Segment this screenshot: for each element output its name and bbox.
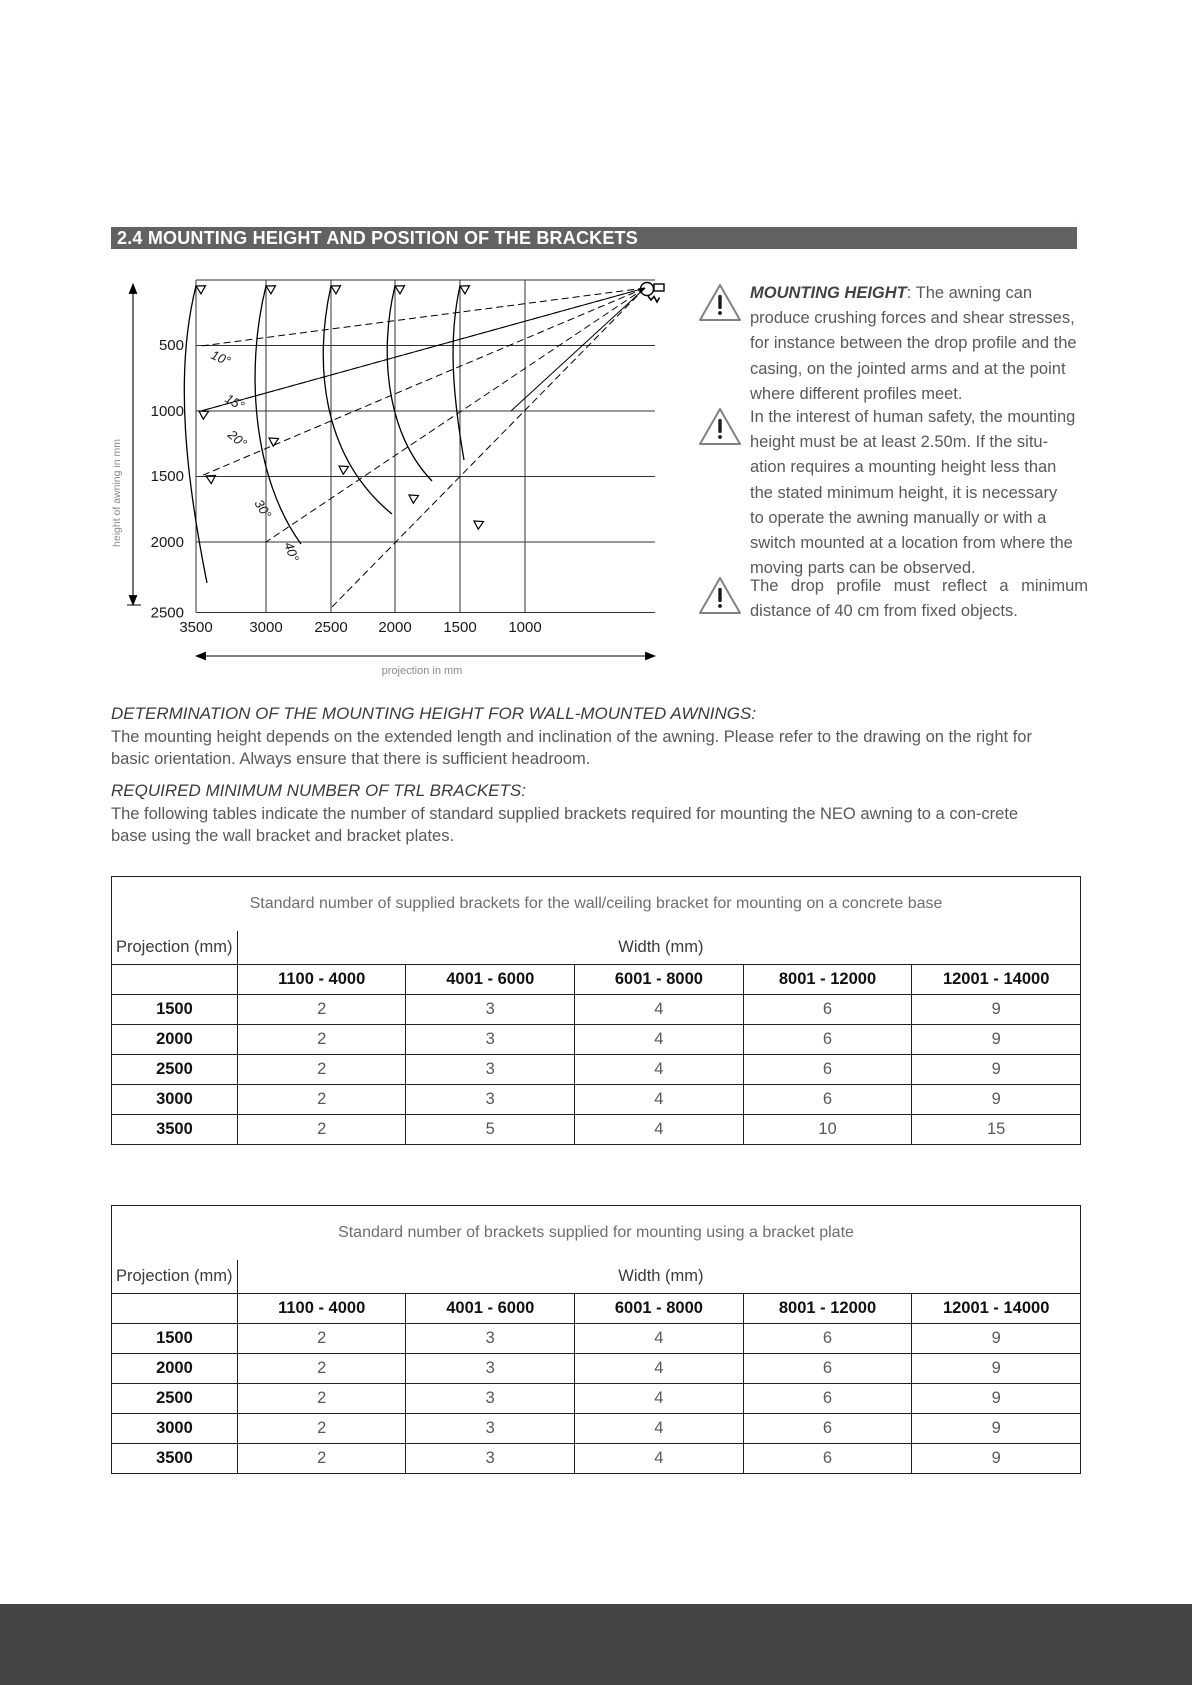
svg-text:40°: 40° — [281, 540, 302, 564]
svg-text:2500: 2500 — [314, 619, 347, 636]
svg-text:height of awning in mm: height of awning in mm — [111, 439, 123, 547]
svg-text:1500: 1500 — [151, 468, 184, 485]
svg-text:1500: 1500 — [443, 619, 476, 636]
svg-text:15°: 15° — [223, 391, 248, 414]
svg-text:1000: 1000 — [151, 403, 184, 420]
svg-text:projection in mm: projection in mm — [382, 665, 463, 677]
svg-text:10°: 10° — [209, 347, 233, 369]
svg-text:30°: 30° — [251, 497, 274, 522]
svg-text:20°: 20° — [224, 426, 249, 451]
svg-text:3500: 3500 — [179, 619, 212, 636]
svg-text:2000: 2000 — [151, 534, 184, 551]
svg-text:3000: 3000 — [249, 619, 282, 636]
svg-text:1000: 1000 — [508, 619, 541, 636]
svg-text:2000: 2000 — [378, 619, 411, 636]
svg-text:500: 500 — [159, 337, 184, 354]
